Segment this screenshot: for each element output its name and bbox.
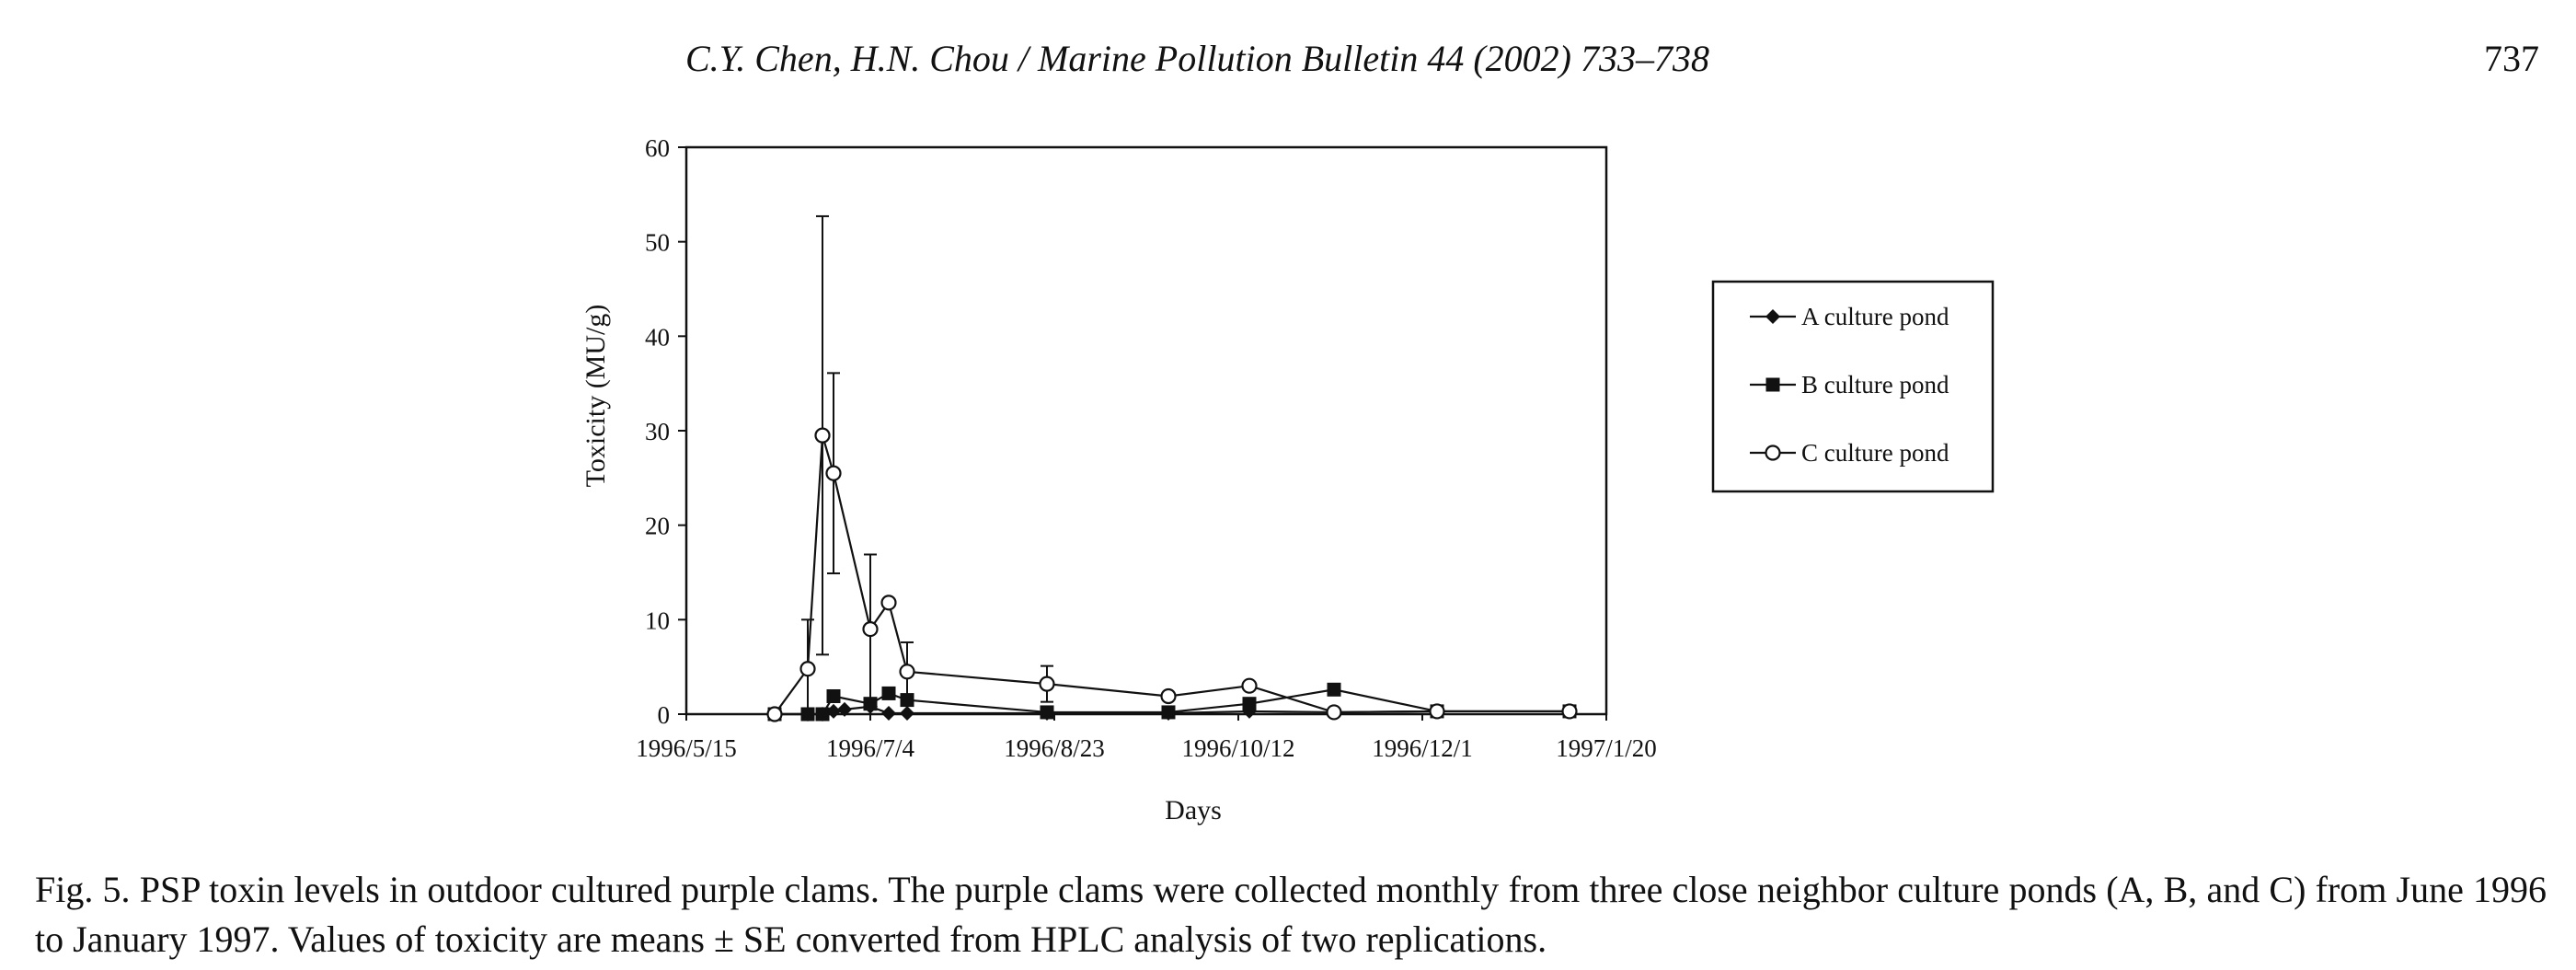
legend-item-b: B culture pond: [1750, 371, 1949, 398]
series-b-point: [1161, 705, 1176, 720]
legend-label: B culture pond: [1801, 371, 1949, 398]
y-tick-label: 20: [645, 513, 670, 540]
legend-label: C culture pond: [1801, 439, 1949, 467]
series-b-point: [826, 688, 841, 703]
y-tick-label: 50: [645, 229, 670, 257]
y-tick-label: 60: [645, 134, 670, 162]
series-a-point: [881, 705, 896, 721]
legend-swatch-marker: [1765, 445, 1781, 461]
series-c-point: [825, 465, 842, 481]
series-c-line: [774, 434, 1570, 715]
legend-label: A culture pond: [1801, 303, 1949, 330]
series-c-point: [1039, 676, 1055, 692]
figure-caption: Fig. 5. PSP toxin levels in outdoor cult…: [35, 869, 2547, 960]
series-b-point: [815, 707, 830, 722]
series-c-point: [766, 706, 783, 722]
series-c-point: [1160, 687, 1177, 705]
series-a-point: [837, 701, 852, 717]
series-c-point: [1326, 704, 1342, 721]
x-tick-label: 1996/5/15: [636, 734, 737, 762]
series-b-point: [1327, 682, 1341, 697]
series-c-point: [1241, 677, 1258, 694]
series-b-point: [1242, 697, 1257, 711]
legend-item-a: A culture pond: [1750, 303, 1949, 330]
y-tick-label: 10: [645, 606, 670, 634]
series-c-point: [1561, 703, 1578, 720]
series-c-point: [862, 620, 879, 638]
series-c-culture-pond: [766, 214, 1578, 722]
series-c-point: [899, 664, 915, 680]
series-a-point: [826, 703, 841, 719]
series-b-point: [1040, 705, 1054, 720]
running-head: C.Y. Chen, H.N. Chou / Marine Pollution …: [0, 37, 2576, 83]
y-axis-label: Toxicity (MU/g): [581, 305, 611, 488]
series-c-point: [880, 595, 897, 611]
legend-item-c: C culture pond: [1750, 439, 1949, 467]
running-title: C.Y. Chen, H.N. Chou / Marine Pollution …: [685, 38, 1709, 79]
x-tick-label: 1996/7/4: [826, 734, 915, 762]
y-tick-label: 30: [645, 418, 670, 445]
legend: A culture pond B culture pond C culture po…: [1711, 280, 1995, 493]
x-axis-label: Days: [1165, 795, 1222, 826]
x-tick-label: 1996/12/1: [1372, 734, 1473, 762]
toxicity-line-chart: 0 10 20 30 40 50 60 1996/5/15 1996/7/4 1996/8/23…: [581, 134, 1995, 826]
y-tick-label: 0: [658, 701, 671, 729]
x-tick-label: 1997/1/20: [1556, 734, 1657, 762]
series-c-point: [1429, 703, 1445, 720]
x-tick-label: 1996/10/12: [1181, 734, 1294, 762]
y-tick-label: 40: [645, 323, 670, 351]
series-b-point: [881, 686, 896, 700]
series-a-point: [900, 705, 914, 721]
legend-swatch-marker: [1765, 377, 1780, 392]
series-c-point: [799, 661, 816, 677]
legend-swatch-marker: [1765, 309, 1780, 324]
x-tick-label: 1996/8/23: [1004, 734, 1105, 762]
page-number: 737: [2484, 38, 2539, 79]
series-c-point: [814, 427, 831, 444]
